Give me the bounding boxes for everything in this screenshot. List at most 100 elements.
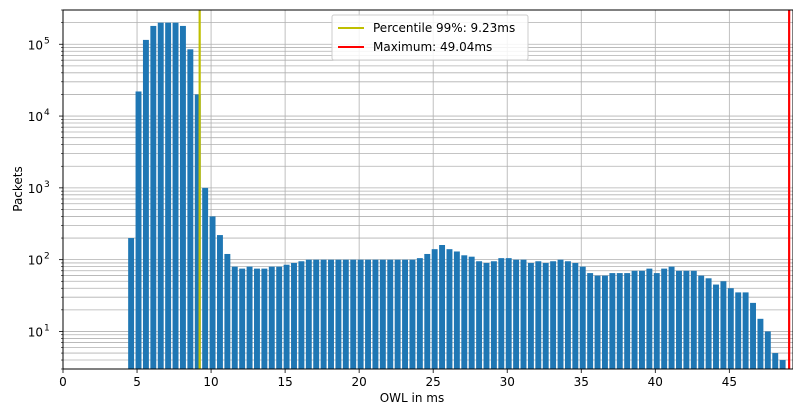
histogram-bar — [402, 259, 409, 369]
histogram-bar — [713, 284, 719, 369]
histogram-bar — [350, 259, 357, 369]
histogram-bar — [387, 259, 394, 369]
y-tick-exponent: 2 — [44, 252, 50, 262]
histogram-bar — [550, 261, 557, 369]
histogram-bar — [357, 259, 364, 369]
histogram-bar — [179, 25, 186, 369]
histogram-bar — [239, 268, 246, 369]
histogram-bar — [202, 187, 209, 369]
histogram-bar — [779, 360, 786, 369]
legend-label-maximum: Maximum: 49.04ms — [373, 40, 492, 54]
histogram-bar — [742, 292, 749, 369]
histogram-bar — [409, 259, 416, 369]
histogram-bars — [128, 22, 786, 370]
histogram-bar — [535, 261, 542, 369]
histogram-bar — [142, 39, 149, 369]
histogram-bar — [750, 302, 756, 369]
histogram-bar — [283, 264, 290, 369]
axes-frame — [62, 9, 793, 370]
x-tick-label: 30 — [500, 375, 515, 389]
histogram-bar — [209, 216, 216, 369]
histogram-bar — [379, 259, 386, 369]
histogram-bar — [609, 273, 616, 369]
histogram-bar — [579, 266, 586, 369]
y-tick-label: 10 — [28, 254, 43, 268]
x-tick-label: 45 — [722, 375, 737, 389]
histogram-bar — [705, 278, 712, 369]
histogram-bar — [128, 238, 135, 369]
legend-label-percentile: Percentile 99%: 9.23ms — [373, 21, 515, 35]
histogram-bar — [461, 255, 468, 369]
legend-box — [331, 14, 529, 61]
histogram-bar — [764, 331, 771, 369]
y-tick-exponent: 3 — [44, 180, 50, 190]
histogram-bar — [231, 266, 238, 369]
histogram-bar — [668, 266, 675, 369]
histogram-bar — [646, 268, 653, 369]
x-tick-label: 5 — [133, 375, 141, 389]
histogram-bar — [735, 292, 742, 369]
histogram-bar — [698, 275, 705, 369]
histogram-bar — [365, 259, 371, 369]
histogram-bar — [520, 259, 527, 369]
histogram-bar — [194, 94, 201, 369]
histogram-bar — [439, 245, 446, 369]
histogram-bar — [172, 22, 179, 370]
histogram-bar — [254, 268, 260, 369]
histogram-bar — [513, 259, 520, 369]
histogram-bar — [542, 262, 549, 369]
histogram-bar — [335, 259, 342, 369]
legend: Percentile 99%: 9.23ms Maximum: 49.04ms — [331, 14, 529, 61]
y-tick-label: 10 — [28, 38, 43, 52]
x-tick-label: 35 — [574, 375, 589, 389]
histogram-bar — [468, 256, 475, 369]
x-tick-label: 20 — [352, 375, 367, 389]
histogram-bar — [135, 91, 142, 369]
histogram-bar — [328, 259, 334, 369]
histogram-bar — [490, 261, 497, 369]
x-axis-ticks: 0 5 10 15 20 25 30 35 40 45 — [59, 369, 737, 389]
histogram-bar — [757, 318, 764, 369]
histogram-bar — [639, 270, 645, 369]
histogram-bar — [661, 268, 668, 369]
histogram-bar — [224, 253, 231, 369]
histogram-bar — [394, 259, 401, 369]
histogram-bar — [416, 258, 423, 369]
y-tick-label: 10 — [28, 110, 43, 124]
y-axis-label: Packets — [11, 166, 25, 212]
histogram-bar — [624, 273, 631, 369]
histogram-bar — [690, 270, 697, 369]
histogram-bar — [187, 49, 194, 370]
histogram-bar — [313, 259, 320, 369]
histogram-bar — [268, 266, 275, 369]
histogram-bar — [157, 22, 164, 370]
histogram-bar — [165, 22, 172, 370]
histogram-bar — [683, 270, 690, 369]
x-tick-label: 40 — [648, 375, 663, 389]
histogram-bar — [246, 266, 253, 369]
histogram-bar — [305, 259, 312, 369]
x-axis-label: OWL in ms — [380, 391, 445, 405]
histogram-bar — [676, 270, 682, 369]
histogram-bar — [372, 259, 379, 369]
histogram-bar — [261, 268, 268, 369]
histogram-bar — [424, 253, 431, 369]
histogram-bar — [498, 258, 505, 369]
histogram-bar — [483, 262, 490, 369]
histogram-bar — [431, 249, 438, 369]
reference-lines — [198, 10, 791, 369]
histogram-bar — [476, 261, 483, 369]
histogram-bar — [527, 262, 534, 369]
x-tick-label: 15 — [277, 375, 292, 389]
histogram-bar — [150, 25, 157, 369]
histogram-bar — [216, 235, 223, 369]
histogram-bar — [446, 249, 453, 369]
y-tick-exponent: 1 — [44, 323, 50, 333]
histogram-bar — [594, 275, 601, 369]
histogram-bar — [276, 266, 283, 369]
y-tick-label: 10 — [28, 182, 43, 196]
histogram-bar — [342, 259, 349, 369]
axes-spines — [62, 9, 793, 370]
y-tick-label: 10 — [28, 325, 43, 339]
